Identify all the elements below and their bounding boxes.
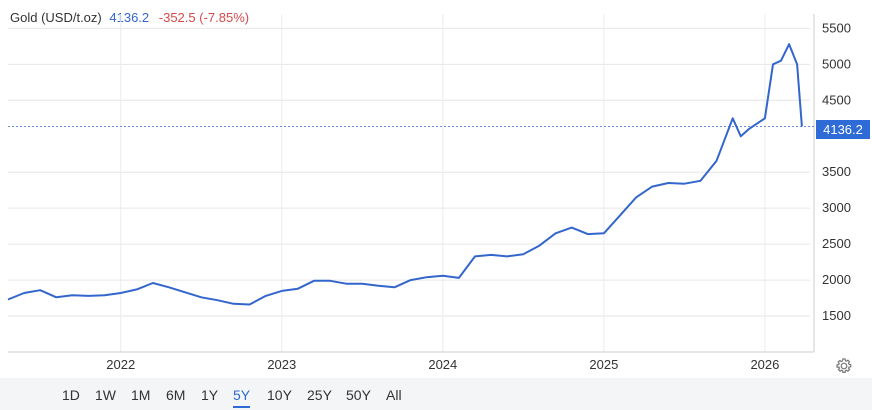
series-line-gold	[7, 43, 803, 306]
range-button-1y[interactable]: 1Y	[201, 387, 219, 403]
gear-icon[interactable]	[836, 358, 852, 374]
y-tick-label: 2000	[822, 272, 851, 287]
y-axis-ticks: 1500 2000 2500 3000 3500 4500 5000 5500	[822, 20, 851, 323]
range-button-all[interactable]: All	[386, 387, 402, 403]
range-button-6m[interactable]: 6M	[166, 387, 186, 403]
x-tick-label: 2022	[106, 357, 135, 372]
x-tick-label: 2023	[267, 357, 296, 372]
chart-header: Gold (USD/t.oz) 4136.2 -352.5 (-7.85%)	[10, 10, 249, 25]
y-tick-label: 2500	[822, 236, 851, 251]
range-button-10y[interactable]: 10Y	[267, 387, 292, 403]
x-tick-label: 2026	[750, 357, 779, 372]
y-tick-label: 3000	[822, 200, 851, 215]
range-button-25y[interactable]: 25Y	[307, 387, 332, 403]
range-button-50y[interactable]: 50Y	[346, 387, 371, 403]
x-tick-label: 2025	[589, 357, 618, 372]
range-button-1m[interactable]: 1M	[131, 387, 151, 403]
grid-lines	[8, 14, 810, 352]
range-button-5y[interactable]: 5Y	[233, 384, 251, 408]
axis-lines	[8, 14, 815, 353]
y-tick-label: 5500	[822, 20, 851, 35]
y-tick-label: 4500	[822, 92, 851, 107]
y-tick-label: 1500	[822, 308, 851, 323]
range-button-1w[interactable]: 1W	[95, 387, 116, 403]
current-price: 4136.2	[109, 10, 150, 25]
range-selector	[0, 378, 872, 410]
range-button-1d[interactable]: 1D	[62, 387, 80, 403]
x-axis-ticks: 2022 2023 2024 2025 2026	[106, 357, 779, 372]
last-price-tag: 4136.2	[816, 120, 870, 139]
x-tick-label: 2024	[428, 357, 457, 372]
price-change: -352.5 (-7.85%)	[158, 10, 250, 25]
y-tick-label: 5000	[822, 56, 851, 71]
instrument-name: Gold (USD/t.oz)	[10, 10, 102, 25]
y-tick-label: 3500	[822, 164, 851, 179]
